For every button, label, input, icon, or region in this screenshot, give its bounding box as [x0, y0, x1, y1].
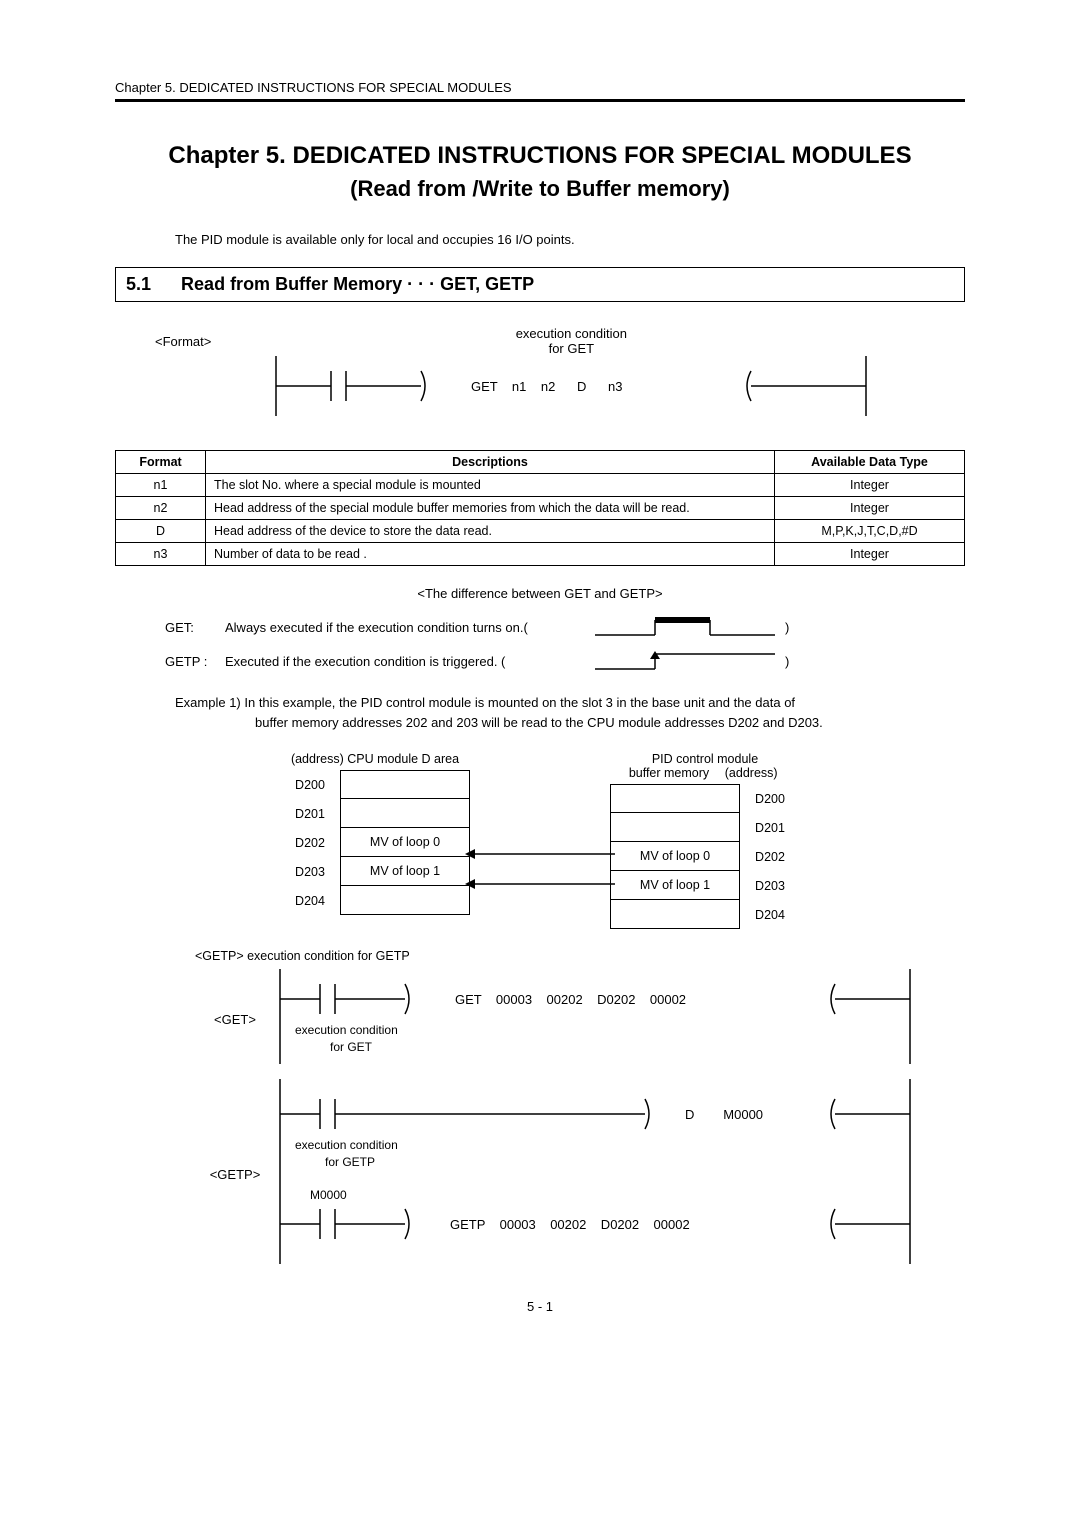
addr-d200-l: D200 [280, 778, 340, 792]
section-header: 5.1 Read from Buffer Memory · · · GET, G… [115, 267, 965, 302]
diff-title: <The difference between GET and GETP> [115, 586, 965, 601]
chapter-title: Chapter 5. DEDICATED INSTRUCTIONS FOR SP… [115, 142, 965, 170]
rising-edge-icon [585, 649, 785, 673]
getp-ladder-block: <GETP> D M0000 execution condition for G… [195, 1079, 965, 1269]
td-n3-desc: Number of data to be read . [206, 543, 775, 566]
get-ladder-block: <GET> GET 00003 00202 D0202 00002 execut… [195, 969, 965, 1069]
format-instr-text: GET n1 n2 D n3 [471, 379, 623, 394]
td-n1-desc: The slot No. where a special module is m… [206, 474, 775, 497]
pid-mem-title2: buffer memory [629, 766, 709, 780]
addr-d200-r: D200 [740, 792, 800, 806]
svg-text:GETP 00003 00202 D020: GETP 00003 00202 D0202 00002 [450, 1217, 690, 1232]
format-table: Format Descriptions Available Data Type … [115, 450, 965, 566]
cpu-mem-col: (address) CPU module D area D200 D201 D2… [280, 752, 470, 929]
addr-d202-r: D202 [740, 850, 800, 864]
svg-text:for GETP: for GETP [325, 1155, 375, 1169]
getp-tag: <GETP> [195, 1167, 275, 1182]
td-n2-type: Integer [775, 497, 965, 520]
td-d-type: M,P,K,J,T,C,D,#D [775, 520, 965, 543]
format-label: <Format> [155, 334, 211, 349]
td-n2-desc: Head address of the special module buffe… [206, 497, 775, 520]
th-desc: Descriptions [206, 451, 775, 474]
page-number: 5 - 1 [115, 1299, 965, 1314]
intro-text: The PID module is available only for loc… [175, 232, 965, 247]
page-header: Chapter 5. DEDICATED INSTRUCTIONS FOR SP… [115, 80, 965, 99]
chapter-subtitle: (Read from /Write to Buffer memory) [115, 176, 965, 202]
addr-d202-l: D202 [280, 836, 340, 850]
format-block: <Format> execution condition for GET GET… [155, 326, 965, 426]
diff-get-close: ) [785, 620, 789, 635]
get-tag: <GET> [195, 1012, 275, 1027]
svg-text:execution condition: execution condition [295, 1023, 398, 1037]
diff-getp-close: ) [785, 654, 789, 669]
pid-mem-title1: PID control module [610, 752, 800, 766]
diff-getp-row: GETP : Executed if the execution conditi… [165, 649, 965, 673]
cell-r4 [610, 900, 740, 929]
get-ladder-diagram: GET 00003 00202 D0202 00002 execution co… [275, 969, 915, 1069]
cell-r0 [610, 784, 740, 813]
example-text: Example 1) In this example, the PID cont… [175, 693, 965, 732]
right-addr-label: (address) [721, 766, 781, 780]
svg-text:D M0000: D M0000 [685, 1107, 763, 1122]
svg-text:for GET: for GET [330, 1040, 373, 1054]
addr-d201-r: D201 [740, 821, 800, 835]
exec-line2: for GET [549, 341, 595, 356]
addr-d204-l: D204 [280, 894, 340, 908]
addr-d201-l: D201 [280, 807, 340, 821]
example-line2: buffer memory addresses 202 and 203 will… [175, 715, 823, 730]
svg-text:GET 00003 00202 D0202: GET 00003 00202 D0202 00002 [455, 992, 686, 1007]
cell-r2: MV of loop 0 [610, 842, 740, 871]
diff-getp-label: GETP : [165, 654, 225, 669]
svg-text:M0000: M0000 [310, 1188, 347, 1202]
diff-getp-desc: Executed if the execution condition is t… [225, 654, 585, 669]
memory-diagram: (address) CPU module D area D200 D201 D2… [115, 752, 965, 929]
cell-l1 [340, 799, 470, 828]
td-n2: n2 [116, 497, 206, 520]
td-n3-type: Integer [775, 543, 965, 566]
arrow-col [460, 844, 620, 907]
transfer-arrows-icon [460, 844, 620, 904]
td-d-desc: Head address of the device to store the … [206, 520, 775, 543]
getp-ladder-diagram: D M0000 execution condition for GETP M00… [275, 1079, 915, 1269]
diff-get-row: GET: Always executed if the execution co… [165, 615, 965, 639]
cell-l2: MV of loop 0 [340, 828, 470, 857]
exec-cond-label: execution condition for GET [271, 326, 871, 356]
section-title: Read from Buffer Memory · · · GET, GETP [181, 274, 534, 294]
cell-l4 [340, 886, 470, 915]
addr-d204-r: D204 [740, 908, 800, 922]
cell-l3: MV of loop 1 [340, 857, 470, 886]
exec-line1: execution condition [516, 326, 627, 341]
th-type: Available Data Type [775, 451, 965, 474]
addr-d203-l: D203 [280, 865, 340, 879]
td-n3: n3 [116, 543, 206, 566]
cell-r3: MV of loop 1 [610, 871, 740, 900]
th-format: Format [116, 451, 206, 474]
addr-d203-r: D203 [740, 879, 800, 893]
format-ladder-diagram: GET n1 n2 D n3 [271, 356, 871, 426]
cell-r1 [610, 813, 740, 842]
td-d: D [116, 520, 206, 543]
pid-mem-col: PID control module buffer memory (addres… [610, 752, 800, 929]
td-n1-type: Integer [775, 474, 965, 497]
svg-text:execution condition: execution condition [295, 1138, 398, 1152]
td-n1: n1 [116, 474, 206, 497]
cpu-mem-title: (address) CPU module D area [280, 752, 470, 766]
cell-l0 [340, 770, 470, 799]
diff-get-desc: Always executed if the execution conditi… [225, 620, 585, 635]
example-line1: Example 1) In this example, the PID cont… [175, 695, 795, 710]
diff-get-label: GET: [165, 620, 225, 635]
header-rule [115, 99, 965, 102]
section-number: 5.1 [126, 274, 151, 294]
getp-cond-label: <GETP> execution condition for GETP [195, 949, 965, 963]
step-waveform-icon [585, 615, 785, 639]
